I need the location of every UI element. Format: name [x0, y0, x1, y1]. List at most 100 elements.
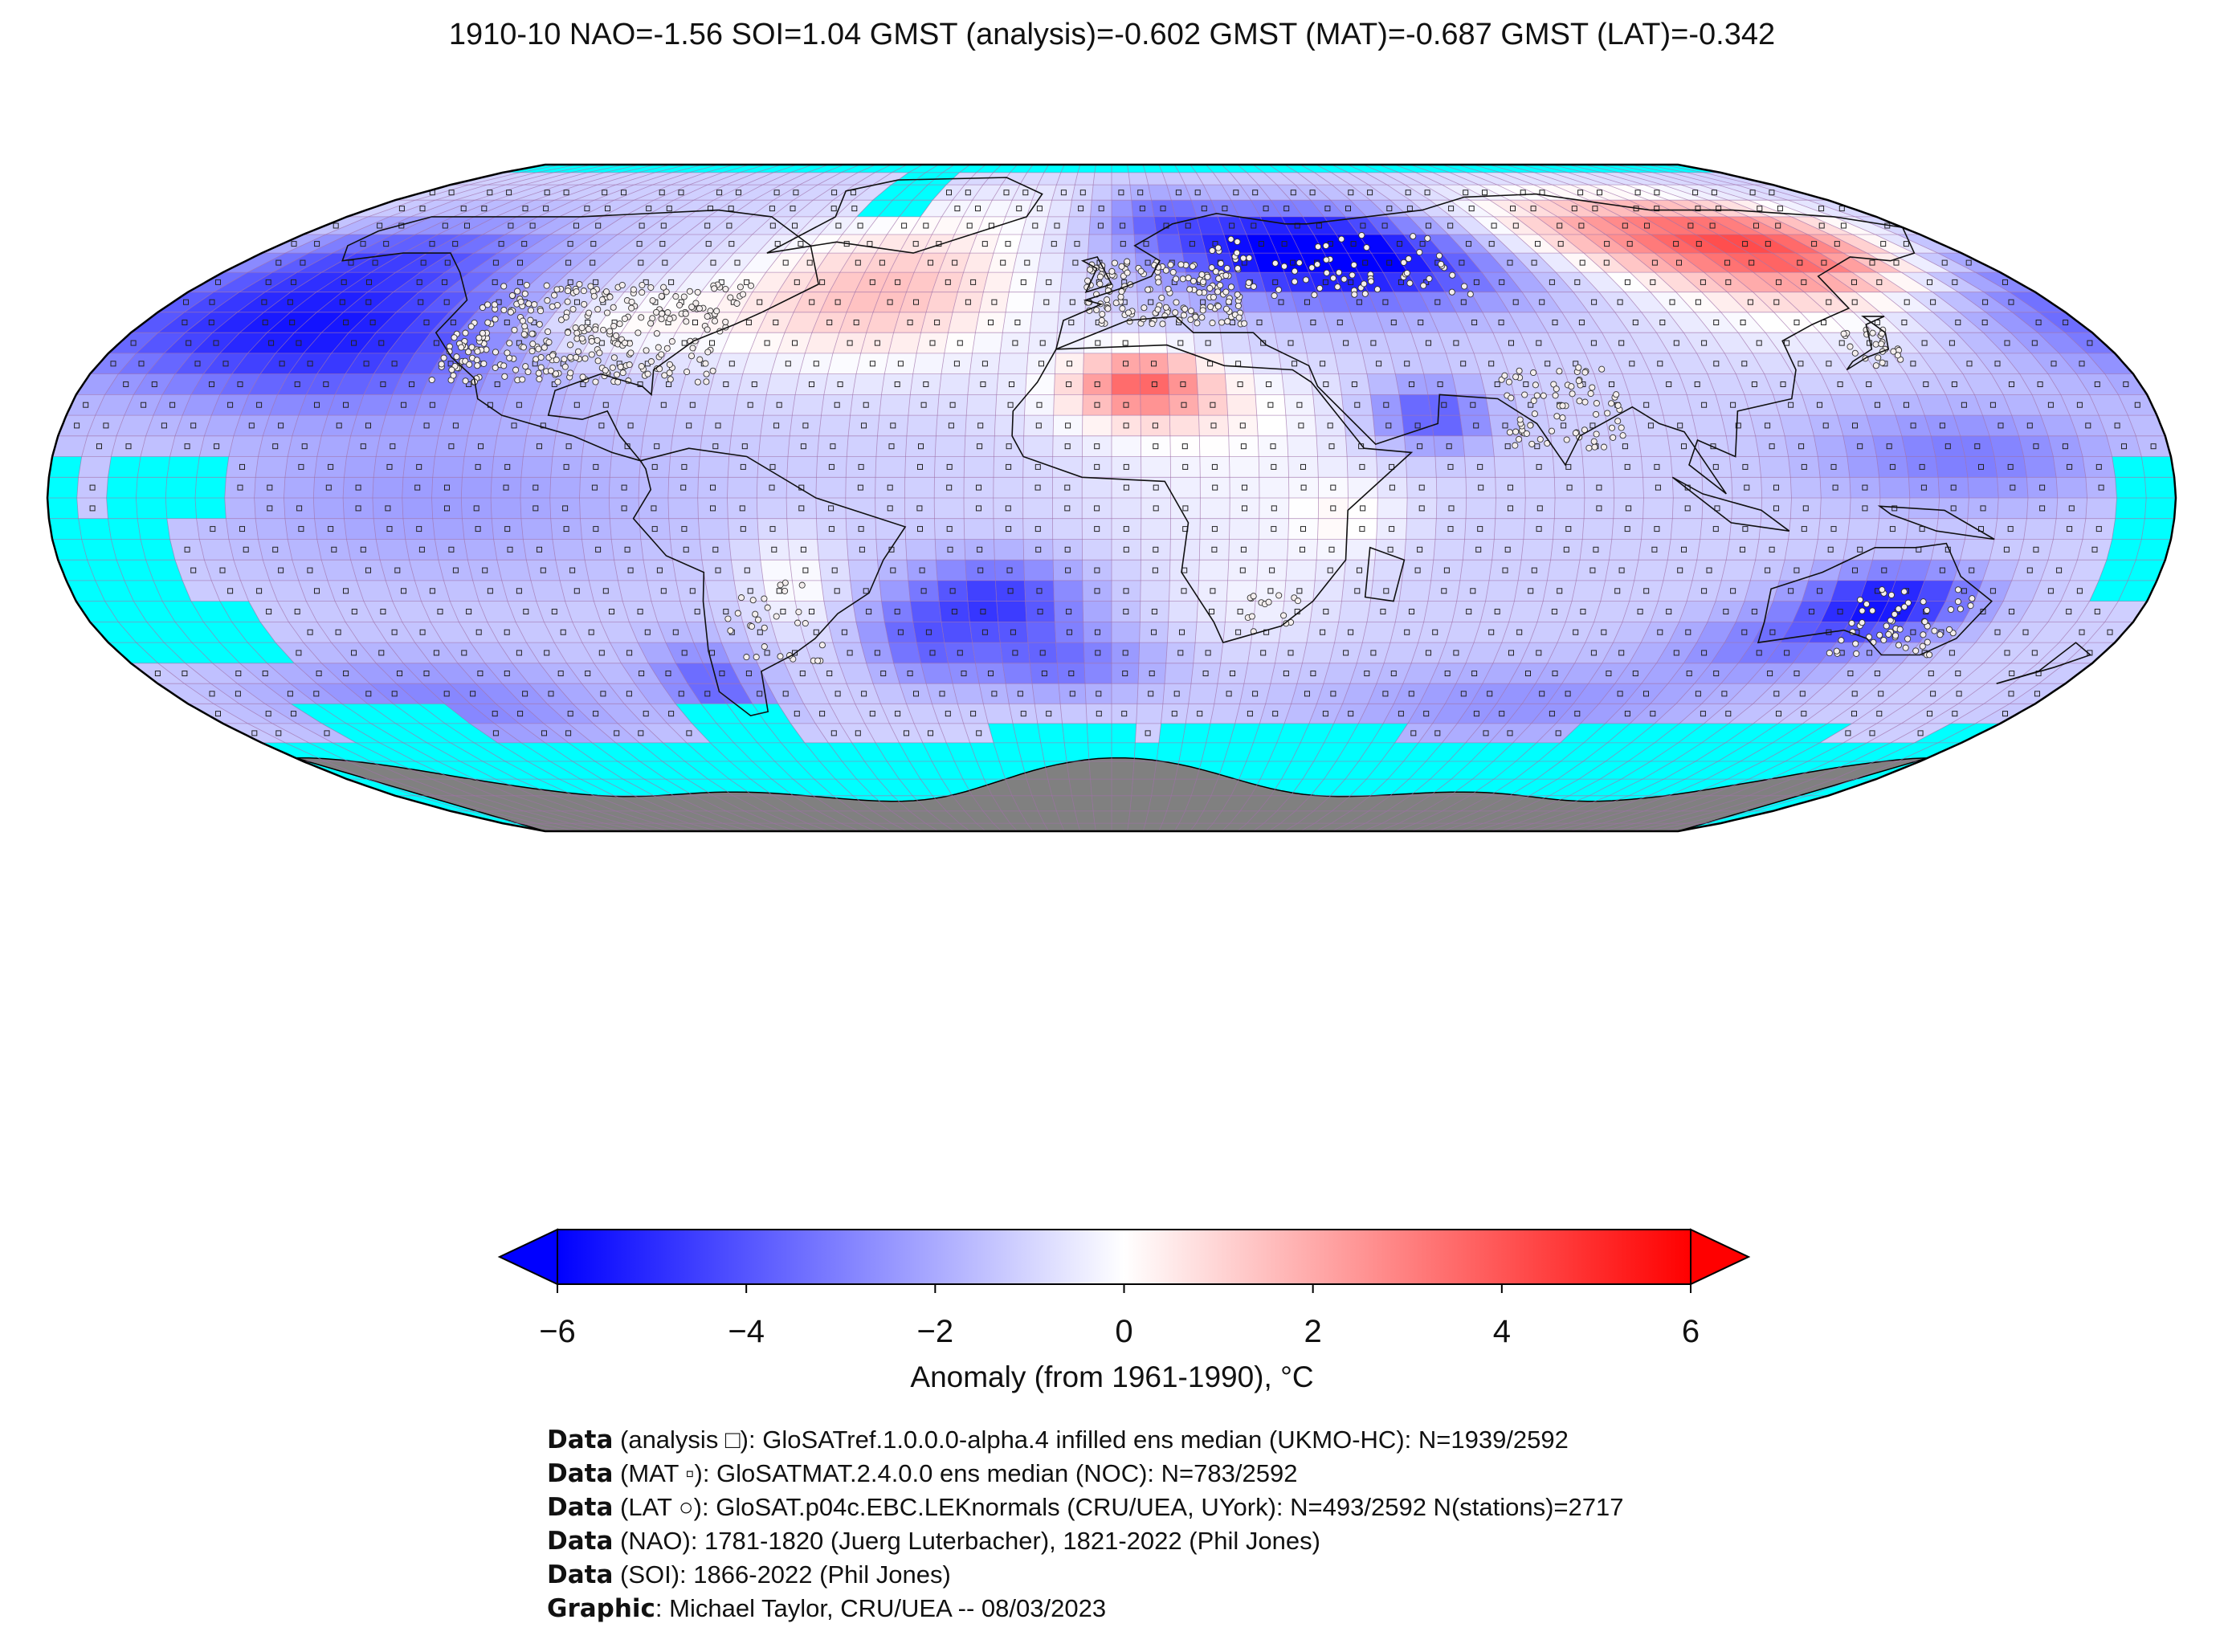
anomaly-cell [346, 200, 415, 217]
anomaly-cell [396, 683, 445, 704]
anomaly-cell [380, 415, 415, 436]
anomaly-cell [651, 601, 686, 622]
anomaly-cell [1019, 172, 1044, 186]
anomaly-cell [335, 373, 374, 395]
anomaly-cell [829, 272, 865, 292]
credit-text: (LAT ○): GloSAT.p04c.EBC.LEKnormals (CRU… [613, 1493, 1624, 1521]
anomaly-cell [435, 185, 506, 201]
anomaly-cell [386, 332, 431, 353]
anomaly-cell [888, 332, 921, 353]
anomaly-cell [792, 394, 824, 416]
anomaly-cell [467, 415, 502, 436]
anomaly-cell [521, 235, 573, 254]
anomaly-cell [284, 477, 315, 498]
anomaly-cell [686, 622, 722, 643]
anomaly-cell [689, 172, 740, 186]
anomaly-cell [308, 235, 371, 254]
anomaly-cell [597, 172, 655, 186]
anomaly-cell [615, 172, 672, 186]
credit-line: Graphic: Michael Taylor, CRU/UEA -- 08/0… [547, 1592, 1624, 1625]
anomaly-cell [598, 704, 643, 724]
anomaly-cell [614, 185, 671, 201]
anomaly-cell [1023, 435, 1054, 457]
anomaly-cell [634, 172, 689, 186]
anomaly-cell [889, 253, 923, 273]
anomaly-cell [461, 477, 492, 498]
anomaly-cell [185, 663, 238, 684]
anomaly-cell [938, 723, 970, 743]
anomaly-cell [920, 663, 953, 684]
anomaly-cell [162, 373, 204, 395]
anomaly-cell [675, 272, 717, 292]
anomaly-cell [272, 723, 333, 743]
anomaly-cell [288, 539, 322, 561]
anomaly-cell [475, 683, 522, 704]
anomaly-cell [1032, 683, 1061, 704]
anomaly-cell [379, 235, 439, 254]
anomaly-cell [966, 580, 997, 602]
colorbar-ticks [557, 1284, 1691, 1293]
anomaly-cell [935, 435, 965, 457]
anomaly-cell [972, 332, 1003, 353]
anomaly-cell [1025, 373, 1055, 395]
anomaly-cell [966, 394, 997, 416]
anomaly-cell [512, 663, 556, 684]
anomaly-cell [733, 185, 781, 201]
credit-label: Graphic [547, 1594, 655, 1623]
anomaly-cell [757, 498, 787, 519]
anomaly-cell [248, 373, 289, 395]
anomaly-cell [444, 272, 495, 292]
anomaly-cell [731, 415, 764, 436]
anomaly-cell [963, 253, 994, 273]
colorbar-tick-label: 4 [1492, 1314, 1511, 1349]
anomaly-cell [879, 394, 911, 416]
credit-text: (MAT ▫): GloSATMAT.2.4.0.0 ens median (N… [613, 1459, 1298, 1487]
anomaly-cell [292, 415, 328, 436]
anomaly-cell [357, 580, 393, 602]
anomaly-cell [771, 622, 806, 643]
anomaly-cell [941, 622, 973, 643]
anomaly-cell [182, 394, 220, 416]
anomaly-cell [872, 172, 909, 186]
anomaly-cell [267, 663, 317, 684]
anomaly-cell [468, 172, 537, 186]
anomaly-cell [953, 683, 984, 704]
anomaly-cell [698, 518, 729, 540]
anomaly-cell [393, 216, 454, 235]
anomaly-cell [568, 723, 616, 743]
anomaly-cell [269, 394, 307, 416]
anomaly-cell [910, 601, 941, 622]
credit-line: Data (NAO): 1781-1820 (Juerg Luterbacher… [547, 1524, 1624, 1558]
anomaly-cell [1026, 622, 1056, 643]
anomaly-cell [464, 539, 497, 561]
anomaly-cell [290, 292, 342, 312]
anomaly-cell [561, 172, 622, 186]
anomaly-cell [856, 622, 889, 643]
anomaly-cell [906, 272, 939, 292]
colorbar-extend-high [1690, 1228, 1751, 1286]
colorbar-tick-label: 6 [1681, 1314, 1700, 1349]
anomaly-cell [228, 435, 263, 457]
anomaly-cell [306, 601, 345, 622]
anomaly-cell [146, 353, 192, 374]
anomaly-cell [376, 312, 423, 333]
anomaly-cell [920, 200, 953, 217]
anomaly-cell [698, 456, 729, 478]
anomaly-cell [376, 539, 410, 561]
anomaly-cell [635, 683, 675, 704]
anomaly-cell [130, 312, 185, 333]
credit-line: Data (LAT ○): GloSAT.p04c.EBC.LEKnormals… [547, 1491, 1624, 1524]
anomaly-cell [479, 601, 516, 622]
anomaly-cell [618, 394, 651, 416]
anomaly-cell [815, 477, 847, 498]
anomaly-cell [643, 415, 676, 436]
anomaly-cell [410, 200, 475, 217]
anomaly-cell [386, 642, 431, 663]
anomaly-cell [531, 394, 565, 416]
anomaly-cell [555, 683, 599, 704]
anomaly-cell [549, 477, 581, 498]
colorbar-extend-low [497, 1228, 558, 1286]
colorbar [497, 1228, 1751, 1293]
anomaly-cell [879, 580, 911, 602]
anomaly-cell [1006, 292, 1035, 312]
